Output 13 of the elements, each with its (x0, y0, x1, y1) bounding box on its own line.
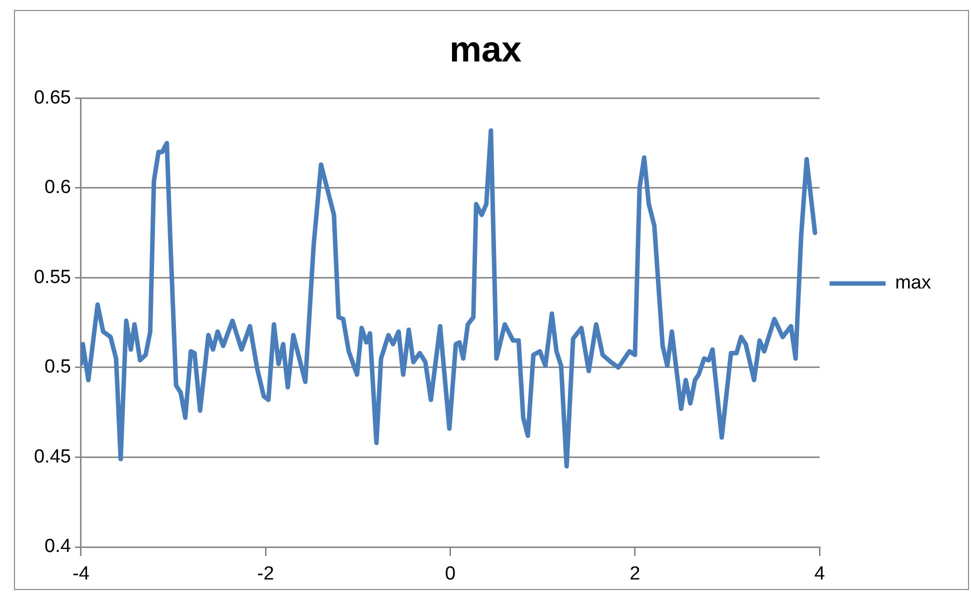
x-tick-label: 4 (814, 564, 826, 585)
x-tick-label: -4 (72, 564, 90, 585)
y-tick-label: 0.65 (34, 87, 71, 108)
y-tick-label: 0.4 (44, 536, 72, 558)
x-tick-label: -2 (257, 564, 274, 585)
y-tick-label: 0.6 (44, 177, 71, 198)
y-tick-label: 0.5 (44, 356, 71, 378)
y-tick-label: 0.45 (34, 446, 71, 468)
chart-title: max (449, 28, 522, 70)
y-tick-label: 0.55 (34, 266, 71, 288)
x-tick-label: 2 (630, 564, 640, 585)
x-tick-label: 0 (445, 564, 456, 585)
legend-label: max (895, 272, 932, 294)
